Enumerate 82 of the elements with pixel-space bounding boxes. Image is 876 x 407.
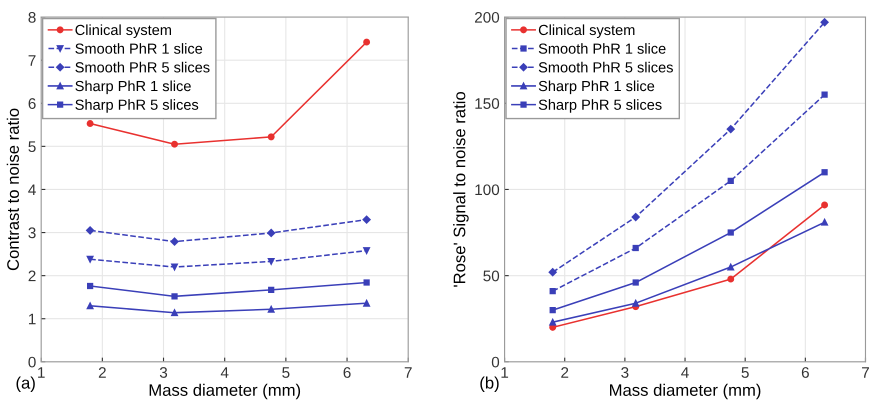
legend-label: Sharp PhR 1 slice bbox=[538, 80, 654, 94]
legend-label: Smooth PhR 1 slice bbox=[538, 43, 666, 54]
legend-label: Smooth PhR 1 slice bbox=[75, 43, 202, 54]
point bbox=[550, 306, 556, 314]
x-tick-label: 2 bbox=[98, 367, 106, 378]
point bbox=[268, 306, 275, 313]
point bbox=[362, 215, 371, 224]
y-tick-label: 200 bbox=[474, 12, 500, 23]
point bbox=[821, 92, 828, 98]
y-tick-label: 150 bbox=[475, 98, 500, 109]
x-tick-label: 3 bbox=[621, 367, 628, 378]
point bbox=[268, 258, 275, 265]
x-axis-title: Mass diameter (mm) bbox=[150, 384, 300, 400]
y-tick-label: 50 bbox=[483, 270, 500, 282]
point bbox=[171, 264, 178, 270]
point bbox=[86, 282, 94, 290]
point bbox=[728, 229, 734, 236]
point bbox=[268, 133, 275, 140]
point bbox=[171, 293, 178, 300]
point bbox=[727, 264, 734, 270]
x-tick-label: 4 bbox=[220, 367, 228, 378]
point bbox=[363, 279, 370, 286]
y-tick-label: 100 bbox=[475, 184, 500, 196]
point bbox=[363, 300, 370, 307]
y-tick-label: 2 bbox=[28, 270, 36, 282]
point bbox=[170, 237, 179, 246]
point bbox=[632, 300, 640, 307]
point bbox=[86, 256, 94, 263]
x-axis-title: Mass diameter (mm) bbox=[610, 384, 760, 400]
point bbox=[821, 202, 828, 208]
x-tick-label: 3 bbox=[160, 367, 168, 378]
x-tick-label: 6 bbox=[344, 367, 351, 378]
point bbox=[632, 279, 639, 286]
point bbox=[171, 309, 178, 316]
point bbox=[86, 302, 94, 310]
legend-label: Smooth PhR 5 slices bbox=[75, 62, 210, 72]
point bbox=[632, 212, 640, 222]
text: (b) bbox=[480, 376, 499, 392]
point bbox=[550, 288, 556, 294]
x-tick-label: 2 bbox=[561, 367, 568, 378]
x-tick-label: 7 bbox=[404, 367, 412, 378]
point bbox=[728, 178, 734, 184]
x-tick-label: 5 bbox=[282, 367, 290, 378]
point bbox=[171, 140, 178, 148]
point bbox=[268, 286, 274, 293]
point bbox=[821, 218, 828, 226]
y-tick-label: 7 bbox=[28, 55, 36, 66]
legend-label: Sharp PhR 1 slice bbox=[75, 80, 191, 94]
x-tick-label: 5 bbox=[742, 367, 749, 378]
point bbox=[86, 120, 94, 127]
point bbox=[821, 169, 828, 176]
text: (a) bbox=[16, 376, 35, 392]
point bbox=[548, 268, 557, 276]
x-tick-label: 7 bbox=[862, 367, 869, 378]
y-tick-label: 5 bbox=[28, 141, 36, 152]
y-axis-title: 'Rose' Signal to noise ratio bbox=[453, 92, 469, 287]
legend-label: Smooth PhR 5 slices bbox=[538, 62, 673, 72]
y-tick-label: 3 bbox=[28, 227, 36, 238]
y-tick-label: 1 bbox=[28, 314, 36, 324]
point bbox=[726, 125, 735, 134]
y-tick-label: 6 bbox=[28, 98, 36, 109]
legend-label: Sharp PhR 5 slices bbox=[75, 99, 198, 113]
point bbox=[363, 38, 370, 46]
y-tick-label: 8 bbox=[28, 12, 36, 23]
point bbox=[549, 318, 556, 326]
point bbox=[267, 228, 276, 238]
x-tick-label: 6 bbox=[802, 367, 809, 378]
point bbox=[820, 18, 829, 26]
point bbox=[632, 244, 639, 252]
y-axis-title: Contrast to noise ratio bbox=[6, 108, 19, 270]
legend-label: Clinical system bbox=[75, 24, 171, 38]
x-tick-label: 1 bbox=[501, 367, 508, 378]
point bbox=[727, 276, 734, 283]
legend-label: Sharp PhR 5 slices bbox=[538, 99, 662, 113]
x-tick-label: 4 bbox=[681, 367, 689, 378]
point bbox=[363, 247, 370, 254]
y-tick-label: 0 bbox=[492, 356, 500, 368]
y-tick-label: 0 bbox=[28, 356, 36, 368]
legend-label: Clinical system bbox=[538, 24, 634, 38]
y-tick-label: 4 bbox=[28, 184, 36, 195]
x-tick-label: 1 bbox=[38, 367, 45, 378]
point bbox=[86, 226, 94, 235]
